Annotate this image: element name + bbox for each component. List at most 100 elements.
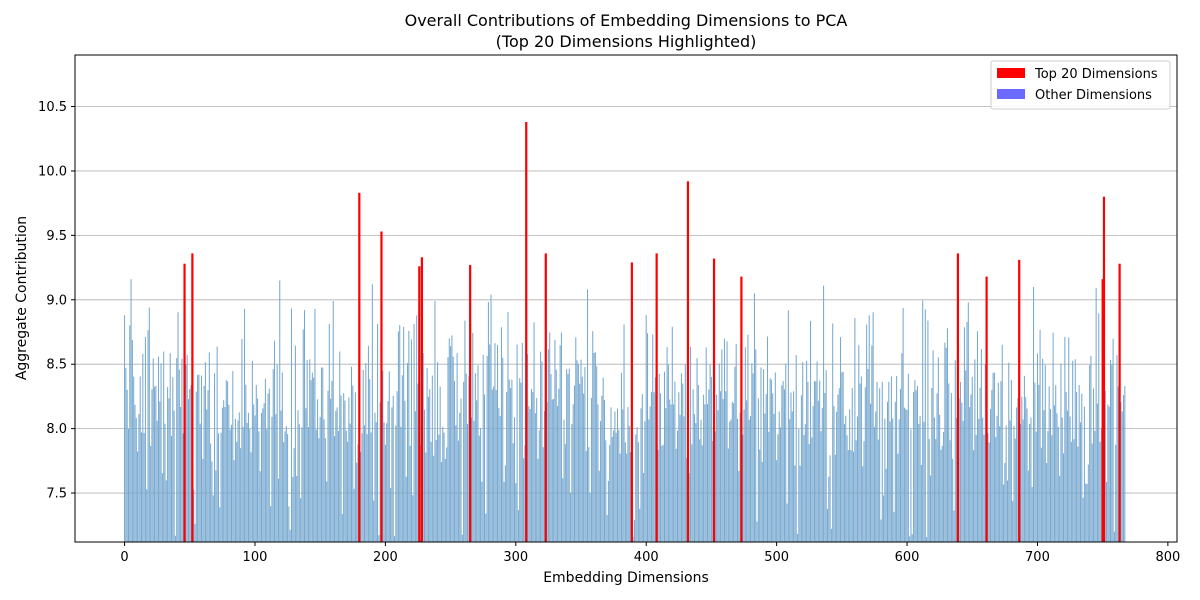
other-dimension-bar [207, 390, 209, 542]
other-dimension-bar [363, 425, 366, 542]
legend-box [990, 60, 1171, 110]
other-dimension-bar [168, 398, 170, 542]
other-dimension-bar [187, 399, 189, 542]
other-dimension-bar [397, 331, 399, 542]
other-dimension-bar [716, 394, 718, 542]
other-dimension-bar [1109, 359, 1112, 542]
other-dimension-bar [962, 420, 964, 542]
other-dimension-bar [1048, 386, 1050, 542]
other-dimension-bar [297, 410, 299, 542]
other-dimension-bar [866, 324, 868, 542]
other-dimension-bar [542, 447, 544, 542]
other-dimension-bar [652, 334, 654, 542]
top-dimension-bar [712, 258, 716, 542]
other-dimension-bar [125, 368, 127, 542]
other-dimension-bar [302, 329, 304, 542]
other-dimension-bar [150, 445, 152, 542]
other-dimension-bar [913, 392, 915, 542]
other-dimension-bar [263, 403, 265, 542]
other-dimension-bar [845, 415, 847, 542]
other-dimension-bar [648, 419, 650, 542]
y-tick-label: 10.5 [38, 100, 67, 115]
other-dimension-bar [1104, 391, 1106, 542]
other-dimension-bar [588, 447, 590, 542]
other-dimension-bar [474, 373, 476, 542]
other-dimension-bar [924, 309, 926, 542]
other-dimension-bar [528, 406, 530, 542]
other-dimension-bar [214, 373, 216, 542]
other-dimension-bar [584, 366, 586, 542]
other-dimension-bar [633, 520, 635, 542]
other-dimension-bar [200, 375, 203, 542]
legend-swatch-top [997, 68, 1025, 78]
other-dimension-bar [931, 387, 933, 542]
other-dimension-bar [617, 408, 619, 542]
other-dimension-bar [806, 360, 808, 542]
other-dimension-bar [260, 413, 263, 542]
other-dimension-bar [1031, 487, 1033, 542]
other-dimension-bar [815, 381, 817, 542]
other-dimension-bar [423, 409, 426, 542]
x-tick-label: 500 [764, 550, 789, 565]
other-dimension-bar [837, 394, 839, 542]
other-dimension-bar [129, 325, 131, 542]
other-dimension-bar [966, 321, 968, 542]
other-dimension-bar [863, 441, 865, 542]
other-dimension-bar [195, 391, 197, 542]
other-dimension-bar [941, 445, 943, 542]
other-dimension-bar [929, 475, 932, 542]
top-dimension-bar [1118, 263, 1121, 542]
other-dimension-bar [489, 344, 491, 542]
other-dimension-bar [1053, 405, 1055, 542]
other-dimension-bar [935, 439, 937, 542]
other-dimension-bar [881, 381, 883, 542]
other-dimension-bar [322, 367, 324, 542]
other-dimension-bar [812, 406, 814, 542]
other-dimension-bar [362, 369, 364, 542]
other-dimension-bar [491, 389, 493, 542]
other-dimension-bar [508, 379, 510, 542]
other-dimension-bar [142, 353, 144, 542]
other-dimension-bar [626, 453, 628, 542]
other-dimension-bar [468, 376, 470, 542]
other-dimension-bar [543, 411, 546, 542]
other-dimension-bar [352, 385, 354, 542]
top-dimension-bars [183, 121, 1121, 543]
other-dimension-bar [993, 372, 995, 542]
other-dimension-bar [212, 495, 214, 542]
other-dimension-bar [143, 433, 145, 542]
other-dimension-bar [1056, 413, 1058, 542]
other-dimension-bar [1081, 393, 1083, 542]
other-dimension-bar [579, 383, 581, 542]
other-dimension-bar [409, 445, 411, 542]
other-dimension-bar [1124, 386, 1126, 542]
other-dimension-bar [606, 515, 608, 542]
other-dimension-bar [853, 451, 855, 542]
other-dimension-bar [1070, 441, 1072, 542]
other-dimension-bar [932, 350, 934, 542]
other-dimension-bar [388, 371, 390, 542]
other-dimension-bar [922, 300, 924, 542]
y-tick-label: 8.0 [46, 422, 67, 437]
other-dimension-bar [744, 347, 746, 542]
other-dimension-bar [343, 393, 345, 542]
other-dimension-bar [770, 379, 772, 542]
other-dimension-bar [610, 407, 612, 542]
other-dimension-bar [181, 358, 183, 542]
other-dimension-bar [782, 381, 784, 542]
other-dimension-bar [1042, 358, 1044, 542]
other-dimension-bar [516, 344, 518, 542]
other-dimension-bar [885, 468, 887, 542]
other-dimension-bar [833, 406, 835, 542]
top-dimension-bar [956, 253, 960, 542]
other-dimension-bar [575, 337, 577, 542]
other-dimension-bar [928, 438, 930, 542]
other-dimension-bar [403, 326, 405, 542]
other-dimension-bar [437, 362, 439, 542]
other-dimension-bar [973, 450, 975, 542]
other-dimension-bar [174, 535, 176, 542]
other-dimension-bar [949, 440, 951, 542]
other-dimension-bar [459, 412, 461, 542]
other-dimension-bar [163, 351, 165, 542]
other-dimension-bar [296, 475, 298, 542]
